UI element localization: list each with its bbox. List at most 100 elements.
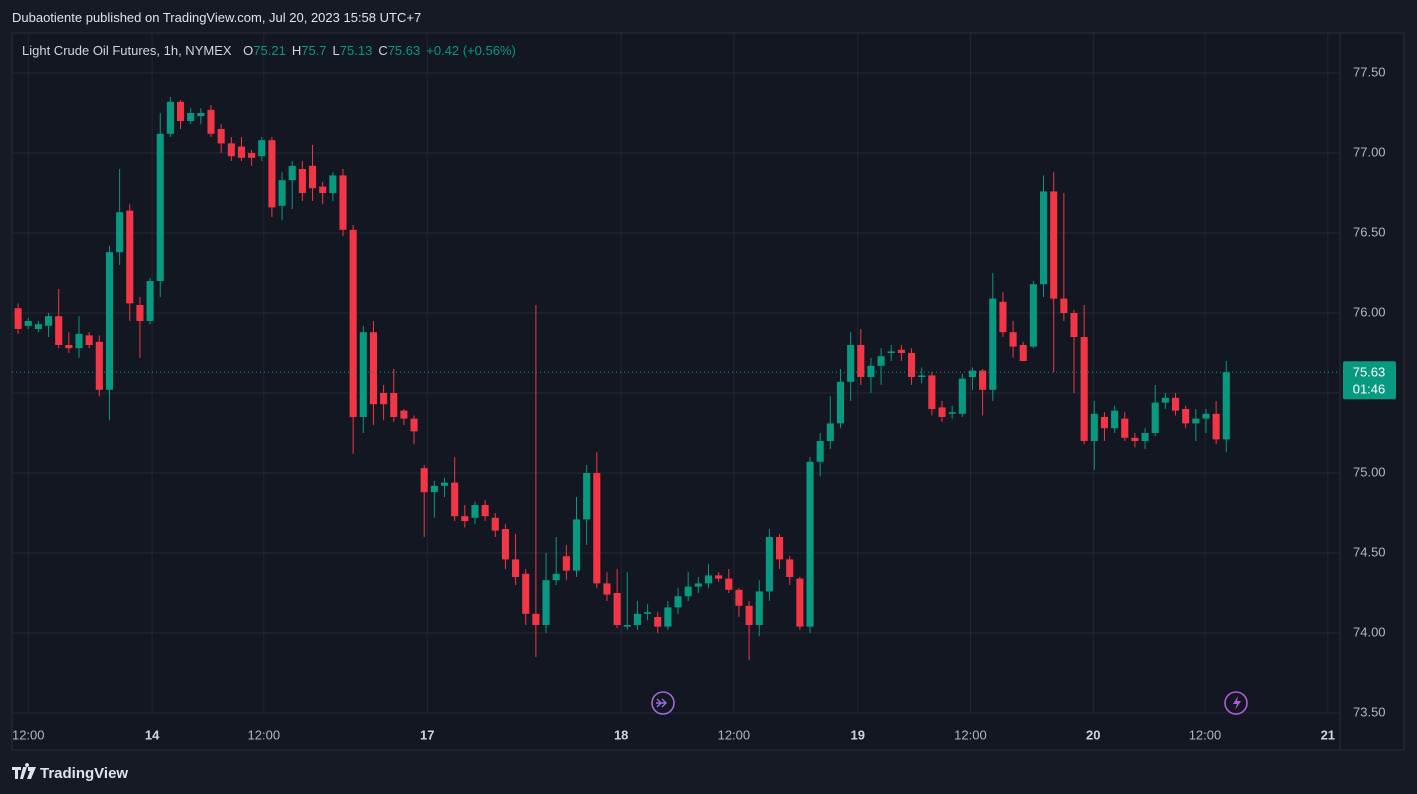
candle-body bbox=[308, 165, 317, 189]
candle-body bbox=[633, 613, 641, 625]
candle-body bbox=[34, 324, 42, 329]
candle-body bbox=[339, 175, 347, 230]
candle-body bbox=[684, 586, 692, 597]
candle-body bbox=[979, 370, 987, 390]
published-note: Dubaotiente published on TradingView.com… bbox=[12, 10, 422, 25]
candle-body bbox=[55, 316, 63, 345]
candle-body bbox=[380, 393, 388, 405]
candle-body bbox=[1100, 417, 1109, 429]
candle-body bbox=[14, 308, 22, 329]
x-tick-label: 12:00 bbox=[1189, 727, 1222, 742]
chart-title: Light Crude Oil Futures, 1h, NYMEX bbox=[22, 43, 232, 58]
candle-body bbox=[1121, 418, 1129, 438]
y-tick-label: 75.00 bbox=[1353, 464, 1386, 479]
candle-body bbox=[1009, 332, 1017, 347]
candle-body bbox=[471, 505, 479, 518]
candle-body bbox=[989, 298, 997, 390]
candle-body bbox=[359, 332, 367, 417]
candle-body bbox=[288, 165, 296, 181]
candle-body bbox=[197, 113, 205, 117]
candle-body bbox=[816, 441, 824, 462]
candle-body bbox=[166, 101, 174, 134]
candle-body bbox=[319, 186, 327, 193]
x-tick-label: 12:00 bbox=[12, 727, 45, 742]
candle-body bbox=[552, 573, 560, 581]
candle-body bbox=[532, 613, 540, 625]
candle-body bbox=[704, 575, 713, 584]
candle-body bbox=[583, 473, 591, 520]
candle-body bbox=[897, 349, 905, 353]
candle-body bbox=[298, 169, 306, 193]
ohlc-value: 75.7 bbox=[301, 43, 327, 58]
candle-body bbox=[1151, 402, 1159, 433]
candle-body bbox=[907, 353, 916, 377]
candle-body bbox=[410, 418, 418, 432]
x-tick-label: 18 bbox=[614, 727, 628, 742]
candle-body bbox=[85, 335, 93, 345]
event-icon[interactable] bbox=[651, 691, 675, 715]
countdown-label: 01:46 bbox=[1353, 382, 1386, 397]
candle-body bbox=[1019, 345, 1027, 361]
candle-body bbox=[867, 365, 875, 377]
candle-body bbox=[938, 407, 946, 417]
candle-body bbox=[715, 575, 723, 579]
x-tick-label: 14 bbox=[145, 727, 160, 742]
candle-body bbox=[958, 378, 966, 414]
candle-body bbox=[176, 101, 185, 121]
candle-body bbox=[765, 537, 773, 592]
candle-body bbox=[694, 583, 702, 587]
ohlc-value: 75.63 bbox=[387, 43, 421, 58]
candle-body bbox=[390, 393, 398, 417]
brand-logo bbox=[12, 763, 36, 779]
candle-body bbox=[918, 375, 926, 377]
candle-body bbox=[217, 129, 225, 144]
ohlc-key: H bbox=[291, 43, 302, 58]
candle-body bbox=[187, 113, 195, 121]
candle-body bbox=[735, 589, 743, 606]
last-price-tag bbox=[1343, 361, 1396, 400]
candle-body bbox=[786, 559, 794, 577]
candle-body bbox=[847, 345, 855, 382]
candle-body bbox=[1029, 284, 1037, 347]
y-tick-label: 74.00 bbox=[1353, 624, 1386, 639]
candle-body bbox=[948, 412, 956, 414]
candle-body bbox=[613, 593, 621, 625]
candle-body bbox=[562, 556, 570, 571]
candle-body bbox=[603, 583, 611, 595]
x-tick-label: 12:00 bbox=[954, 727, 987, 742]
y-tick-label: 73.50 bbox=[1353, 704, 1386, 719]
candle-body bbox=[1080, 337, 1088, 441]
candle-body bbox=[461, 516, 469, 521]
candle-body bbox=[1039, 191, 1048, 285]
candle-body bbox=[826, 423, 834, 441]
candle-body bbox=[512, 559, 520, 577]
y-tick-label: 77.50 bbox=[1353, 64, 1386, 79]
candle-body bbox=[1212, 413, 1220, 440]
candle-body bbox=[1060, 298, 1068, 313]
candle-body bbox=[65, 345, 73, 349]
candle-body bbox=[928, 375, 936, 409]
candle-body bbox=[836, 381, 845, 424]
candle-body bbox=[542, 580, 550, 625]
candle-body bbox=[237, 146, 246, 158]
candle-body bbox=[146, 281, 154, 321]
ohlc-value: 75.13 bbox=[339, 43, 373, 58]
candle-body bbox=[572, 519, 581, 571]
candle-body bbox=[1131, 437, 1139, 441]
candle-body bbox=[857, 345, 865, 377]
candle-body bbox=[1141, 433, 1149, 441]
candle-body bbox=[156, 133, 164, 281]
ohlc-key: O bbox=[243, 43, 254, 58]
candle-body bbox=[1090, 413, 1098, 441]
candle-body bbox=[116, 212, 124, 253]
event-icon[interactable] bbox=[1224, 691, 1248, 715]
candle-body bbox=[268, 140, 276, 208]
candle-body bbox=[44, 316, 53, 326]
candle-body bbox=[75, 333, 83, 349]
candle-body bbox=[664, 607, 672, 627]
ohlc-key: C bbox=[378, 43, 388, 58]
candle-body bbox=[278, 180, 286, 206]
candle-body bbox=[593, 473, 601, 584]
candle-body bbox=[451, 482, 459, 517]
candle-body bbox=[501, 529, 509, 560]
